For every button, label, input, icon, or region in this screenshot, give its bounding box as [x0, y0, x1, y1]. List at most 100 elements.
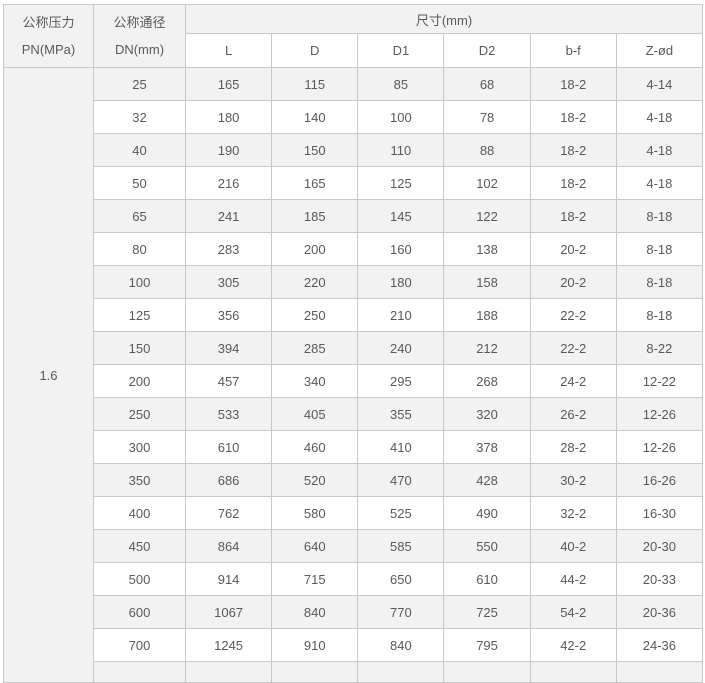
- dimension-cell: 8-22: [615, 331, 704, 365]
- dimension-cell: 85: [357, 67, 445, 101]
- pn-header-cn: 公称压力: [22, 15, 75, 30]
- table-row: 1.6 25 165 115 85 68 18-2 4-14: [3, 67, 704, 683]
- dimension-cell: 525: [357, 496, 445, 530]
- dimension-cell: 610: [184, 430, 273, 464]
- dimension-cell: 20-2: [529, 265, 617, 299]
- col-header-size-group: 尺寸(mm): [185, 4, 703, 34]
- dimension-cell: 18-2: [529, 166, 617, 200]
- dimension-cell: 914: [184, 562, 273, 596]
- dimension-cell: 115: [271, 67, 359, 101]
- dimension-cell: 320: [443, 397, 531, 431]
- dimension-cell: 20-2: [529, 232, 617, 266]
- dimension-cell: 12-26: [615, 430, 704, 464]
- dimension-cell: 28-2: [529, 430, 617, 464]
- table-row: 200 457 340 295 268 24-2 12-22: [4, 364, 704, 398]
- dimension-cell: 150: [271, 133, 359, 167]
- table-row: 400 762 580 525 490 32-2 16-30: [4, 496, 704, 530]
- dn-cell: 450: [93, 529, 186, 563]
- dimension-cell: 268: [443, 364, 531, 398]
- dn-cell: 80: [93, 232, 186, 266]
- dimension-cell: 18-2: [529, 133, 617, 167]
- table-row: 65 241 185 145 122 18-2 8-18: [4, 199, 704, 233]
- dimension-cell: 185: [271, 199, 359, 233]
- dimension-cell: 840: [271, 595, 359, 629]
- dimension-cell: 520: [271, 463, 359, 497]
- dimension-cell: 686: [184, 463, 273, 497]
- header-row-sub: L D D1 D2 b-f Z-ød: [4, 33, 704, 68]
- dimension-cell: 250: [271, 298, 359, 332]
- dimension-cell: 216: [184, 166, 273, 200]
- dimension-cell: 356: [184, 298, 273, 332]
- dimension-cell: 283: [184, 232, 273, 266]
- dn-cell: 40: [93, 133, 186, 167]
- dimension-cell: 180: [184, 100, 273, 134]
- dimension-cell: 180: [357, 265, 445, 299]
- dimension-cell: 410: [357, 430, 445, 464]
- table-row: 100 305 220 180 158 20-2 8-18: [4, 265, 704, 299]
- dimension-cell: 16-26: [615, 463, 704, 497]
- dimension-cell: 650: [357, 562, 445, 596]
- dimension-cell: 110: [357, 133, 445, 167]
- dimension-cell: 795: [443, 628, 531, 662]
- dn-cell: 600: [93, 595, 186, 629]
- table-row: 50 216 165 125 102 18-2 4-18: [4, 166, 704, 200]
- dimension-cell: 16-30: [615, 496, 704, 530]
- dimension-cell: 165: [184, 67, 273, 101]
- dimension-cell: 405: [271, 397, 359, 431]
- table-row: 700 1245 910 840 795 42-2 24-36: [4, 628, 704, 662]
- col-header-L: L: [184, 33, 273, 68]
- col-header-pn: 公称压力 PN(MPa): [3, 4, 94, 68]
- dn-cell: 50: [93, 166, 186, 200]
- dimension-cell: 460: [271, 430, 359, 464]
- dimension-cell: 100: [357, 100, 445, 134]
- dimension-cell: 44-2: [529, 562, 617, 596]
- table-row: 350 686 520 470 428 30-2 16-26: [4, 463, 704, 497]
- dimension-cell: 240: [357, 331, 445, 365]
- dimension-cell: 725: [443, 595, 531, 629]
- dimension-cell: 4-14: [615, 67, 704, 101]
- dimension-cell: 285: [271, 331, 359, 365]
- dimension-cell: 20-30: [615, 529, 704, 563]
- dimension-cell: 640: [271, 529, 359, 563]
- dimension-cell: 533: [184, 397, 273, 431]
- dimension-cell: 428: [443, 463, 531, 497]
- dn-header-unit: DN(mm): [114, 42, 165, 57]
- col-header-D1: D1: [357, 33, 445, 68]
- dimension-cell: 24-2: [529, 364, 617, 398]
- dimension-cell: 340: [271, 364, 359, 398]
- dimension-cell: 212: [443, 331, 531, 365]
- dimension-cell: 88: [443, 133, 531, 167]
- table-row: 40 190 150 110 88 18-2 4-18: [4, 133, 704, 167]
- dimension-cell: 12-22: [615, 364, 704, 398]
- dimension-cell: 762: [184, 496, 273, 530]
- col-header-D2: D2: [443, 33, 531, 68]
- dimension-cell: 145: [357, 199, 445, 233]
- col-header-dn: 公称通径 DN(mm): [93, 4, 186, 68]
- table-row: 80 283 200 160 138 20-2 8-18: [4, 232, 704, 266]
- dn-cell: 25: [93, 67, 186, 101]
- dimension-cell: 8-18: [615, 232, 704, 266]
- dimension-cell: 840: [357, 628, 445, 662]
- dimension-cell: 241: [184, 199, 273, 233]
- dimension-cell: 8-18: [615, 265, 704, 299]
- dn-cell: 150: [93, 331, 186, 365]
- dimension-cell: 20-33: [615, 562, 704, 596]
- dimension-cell: 20-36: [615, 595, 704, 629]
- dimension-cell: 165: [271, 166, 359, 200]
- dimension-cell: 160: [357, 232, 445, 266]
- dimension-cell: 610: [443, 562, 531, 596]
- dimension-cell: 200: [271, 232, 359, 266]
- flange-dimensions-table: 公称压力 PN(MPa) 公称通径 DN(mm) 尺寸(mm) L D D1 D…: [3, 4, 704, 683]
- dimension-cell: 4-18: [615, 100, 704, 134]
- table-row: 300 610 460 410 378 28-2 12-26: [4, 430, 704, 464]
- dimension-cell: 40-2: [529, 529, 617, 563]
- dn-cell: 32: [93, 100, 186, 134]
- table-row: 500 914 715 650 610 44-2 20-33: [4, 562, 704, 596]
- dimension-cell: 68: [443, 67, 531, 101]
- dimension-cell: 378: [443, 430, 531, 464]
- col-header-bf: b-f: [529, 33, 617, 68]
- table-row: 450 864 640 585 550 40-2 20-30: [4, 529, 704, 563]
- dn-cell: 400: [93, 496, 186, 530]
- dimension-cell: 770: [357, 595, 445, 629]
- dimension-cell: 470: [357, 463, 445, 497]
